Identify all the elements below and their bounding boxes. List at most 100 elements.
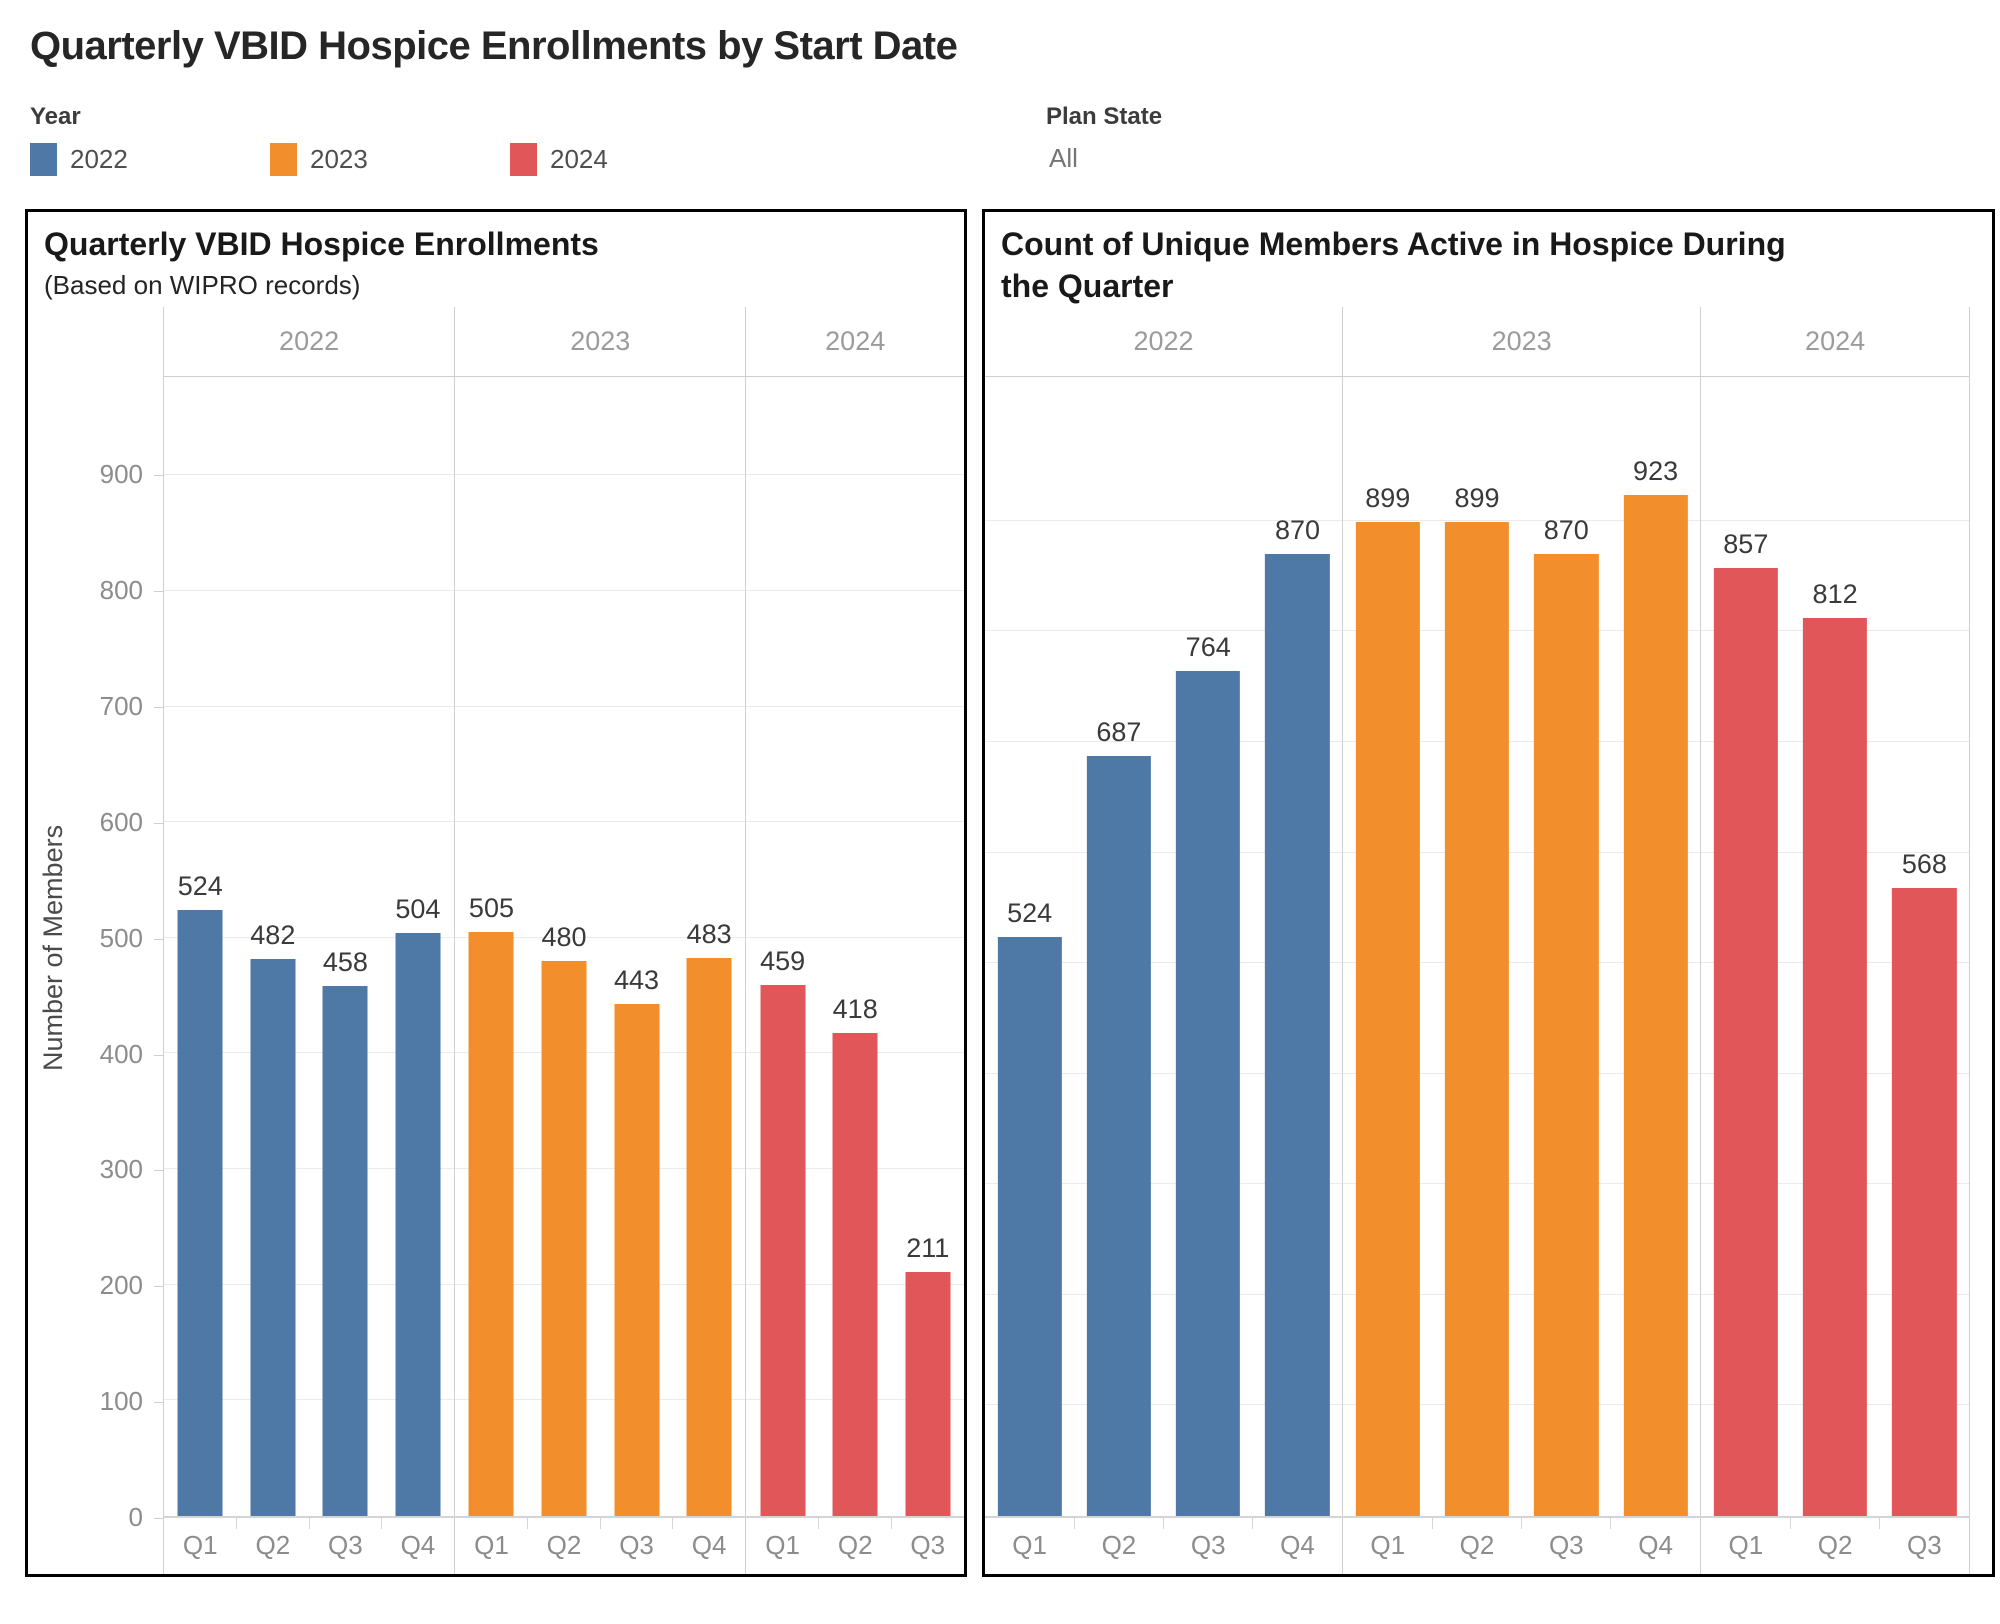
y-tick-label: 500: [99, 922, 143, 953]
bar-2023-Q1[interactable]: [1355, 521, 1420, 1516]
legend-swatch-2023: [270, 143, 297, 176]
active-members-chart-area: 2022 2023 2024 524 687 764 870 899 899 870 923 857 8…: [985, 307, 1992, 1574]
gridline: [164, 821, 964, 823]
bar-slot: 443: [600, 377, 673, 1516]
bar-2023-Q2[interactable]: [541, 960, 587, 1516]
y-tick-mark: [154, 1402, 163, 1404]
bar-slot: 458: [309, 377, 382, 1516]
legend-label: 2023: [310, 144, 368, 174]
bar-slot: 524: [164, 377, 237, 1516]
bar-slot: 505: [455, 377, 528, 1516]
bar-2023-Q4[interactable]: [1623, 495, 1688, 1516]
bar-slot: 899: [1432, 377, 1521, 1516]
bar-slot: 459: [746, 377, 819, 1516]
plan-state-label: Plan State: [1046, 103, 1163, 130]
bar-value-label: 687: [1096, 717, 1142, 748]
bar-2024-Q1[interactable]: [760, 985, 806, 1516]
bar-value-label: 812: [1812, 579, 1858, 610]
x-axis-label: Q2: [1431, 1518, 1521, 1574]
year-pane-2024: 459 418 211: [746, 377, 964, 1516]
bar-value-label: 764: [1185, 632, 1231, 663]
bar-2024-Q2[interactable]: [832, 1032, 878, 1516]
x-axis: Q1 Q2 Q3 Q4 Q1 Q2 Q3 Q4 Q1 Q2 Q3: [985, 1518, 1969, 1574]
plan-state-filter: Plan State All: [1046, 103, 1162, 174]
x-axis-label: Q1: [1012, 1530, 1047, 1560]
bar-2024-Q1[interactable]: [1713, 568, 1778, 1516]
x-axis-label: Q3: [599, 1518, 673, 1574]
bar-slot: 923: [1611, 377, 1700, 1516]
bar-2022-Q3[interactable]: [322, 986, 368, 1516]
y-tick-mark: [154, 938, 163, 940]
x-axis-group-2024: Q1 Q2 Q3: [746, 1518, 964, 1574]
bar-slot: 687: [1074, 377, 1163, 1516]
bar-slot: 524: [985, 377, 1074, 1516]
x-axis-label: Q2: [1789, 1518, 1879, 1574]
gridline: [164, 705, 964, 707]
bar-2023-Q3[interactable]: [614, 1003, 660, 1516]
bar-value-label: 504: [395, 894, 441, 925]
year-label: 2024: [1805, 326, 1866, 356]
y-tick-label: 700: [99, 691, 143, 722]
panel-active-members: Count of Unique Members Active in Hospic…: [982, 209, 1995, 1577]
year-pane-header-2022: 2022: [985, 307, 1344, 376]
year-pane-2022: 524 482 458 504: [164, 377, 456, 1516]
x-axis-label: Q4: [1252, 1518, 1342, 1574]
bar-2023-Q2[interactable]: [1444, 521, 1510, 1516]
y-tick-mark: [154, 591, 163, 593]
y-tick-label: 0: [128, 1502, 143, 1532]
bar-value-label: 480: [541, 921, 587, 952]
bar-2024-Q3[interactable]: [1892, 887, 1957, 1516]
x-axis-label: Q4: [672, 1518, 746, 1574]
bar-2024-Q3[interactable]: [905, 1272, 951, 1516]
bar-2022-Q4[interactable]: [395, 933, 441, 1516]
bar-2024-Q2[interactable]: [1802, 618, 1868, 1516]
y-tick-label: 300: [99, 1154, 143, 1185]
year-label: 2022: [1133, 326, 1194, 356]
x-axis-label: Q1: [1370, 1530, 1406, 1560]
bar-value-label: 418: [832, 993, 878, 1024]
bar-2023-Q1[interactable]: [468, 932, 514, 1516]
x-axis-label: Q1: [182, 1530, 218, 1560]
year-pane-2024: 857 812 568: [1701, 377, 1969, 1516]
bar-value-label: 458: [322, 947, 368, 978]
bar-2022-Q3[interactable]: [1176, 671, 1241, 1516]
bar-2022-Q2[interactable]: [1086, 756, 1152, 1516]
legend-swatch-2024: [510, 143, 537, 176]
bar-2022-Q1[interactable]: [177, 910, 223, 1516]
bar-slot: 504: [382, 377, 455, 1516]
legend-item-2024[interactable]: 2024: [510, 143, 750, 176]
legend-item-2023[interactable]: 2023: [270, 143, 510, 176]
bar-value-label: 482: [250, 919, 296, 950]
bar-2023-Q3[interactable]: [1534, 553, 1599, 1516]
year-pane-2022: 524 687 764 870: [985, 377, 1344, 1516]
plan-state-value[interactable]: All: [1049, 143, 1078, 173]
legend-item-2022[interactable]: 2022: [30, 143, 270, 176]
x-axis-label: Q3: [1879, 1518, 1969, 1574]
bar-2022-Q2[interactable]: [250, 958, 296, 1516]
enrollments-chart-area: Number of Members 0 100 200 300 400 500 600 700…: [28, 307, 964, 1574]
y-tick-mark: [154, 1518, 163, 1519]
gridline: [164, 936, 964, 938]
bar-slot: 812: [1790, 377, 1879, 1516]
bar-2023-Q4[interactable]: [686, 957, 732, 1516]
year-label: 2023: [570, 326, 631, 356]
year-pane-header-2023: 2023: [1343, 307, 1702, 376]
plot-area: 524 687 764 870 899 899 870 923 857 812 568: [985, 377, 1969, 1518]
year-pane-header-2022: 2022: [164, 307, 456, 376]
x-axis-group-2024: Q1 Q2 Q3: [1701, 1518, 1969, 1574]
bar-slot: 899: [1343, 377, 1432, 1516]
bar-value-label: 443: [614, 964, 660, 995]
legend-label: 2022: [70, 144, 128, 174]
y-tick-mark: [154, 475, 163, 477]
bar-value-label: 923: [1633, 456, 1679, 487]
bar-2022-Q4[interactable]: [1265, 553, 1330, 1516]
bar-2022-Q1[interactable]: [997, 936, 1062, 1516]
bar-value-label: 870: [1274, 514, 1321, 545]
y-tick-label: 200: [99, 1270, 143, 1301]
bar-slot: 482: [237, 377, 310, 1516]
bar-value-label: 568: [1901, 848, 1947, 879]
x-axis-label: Q4: [1610, 1518, 1700, 1574]
x-axis-label: Q2: [818, 1518, 892, 1574]
enrollments-chart-title: Quarterly VBID Hospice Enrollments: [44, 226, 599, 262]
bar-value-label: 870: [1543, 514, 1589, 545]
